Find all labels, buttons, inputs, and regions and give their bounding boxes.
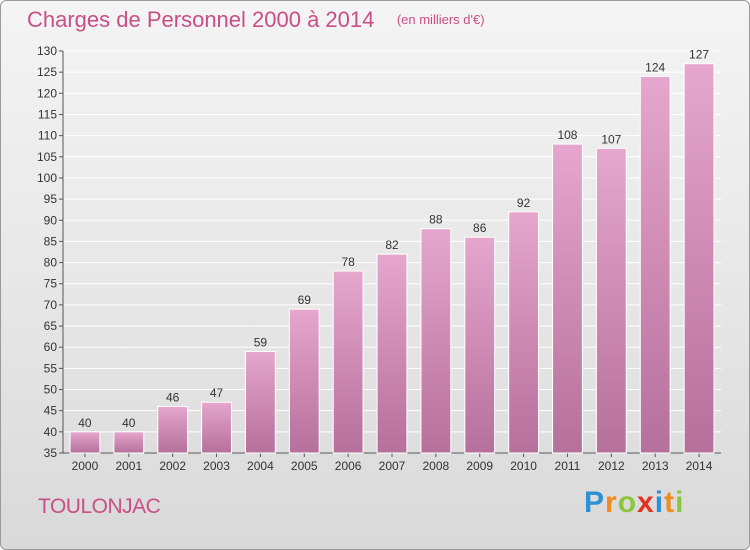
- data-label: 124: [645, 60, 665, 74]
- y-tick-label: 115: [38, 107, 57, 121]
- data-label: 82: [385, 238, 399, 252]
- x-tick-label: 2005: [291, 459, 318, 473]
- logo-letter: P: [584, 486, 606, 519]
- data-label: 88: [429, 213, 443, 227]
- y-tick-label: 110: [38, 129, 57, 143]
- y-tick-label: 55: [44, 361, 58, 375]
- y-tick-label: 95: [44, 192, 58, 206]
- data-label: 92: [517, 196, 531, 210]
- logo-letter: i: [675, 486, 685, 519]
- logo-letter: t: [664, 486, 676, 519]
- data-label: 59: [254, 335, 268, 349]
- y-tick-label: 85: [44, 234, 58, 248]
- bar: [288, 308, 320, 454]
- y-tick-label: 70: [44, 298, 58, 312]
- x-tick-label: 2008: [423, 459, 450, 473]
- y-tick-label: 35: [44, 446, 58, 460]
- chart-subtitle: (en milliers d'€): [396, 12, 485, 27]
- bar: [244, 350, 276, 454]
- bar: [69, 431, 101, 454]
- logo-letter: x: [637, 486, 655, 519]
- y-tick-label: 65: [44, 319, 58, 333]
- y-tick-label: 45: [44, 404, 58, 418]
- data-label: 46: [166, 390, 180, 404]
- data-label: 107: [601, 132, 621, 146]
- chart-title-line: Charges de Personnel 2000 à 2014 (en mil…: [27, 7, 485, 33]
- y-tick-label: 40: [44, 425, 58, 439]
- bar: [332, 270, 364, 454]
- x-tick-label: 2007: [379, 459, 406, 473]
- bar: [552, 143, 583, 454]
- data-label: 86: [473, 221, 487, 235]
- bar: [201, 401, 232, 454]
- x-tick-label: 2011: [555, 459, 581, 473]
- x-tick-label: 2006: [335, 459, 362, 473]
- x-tick-label: 2004: [247, 459, 274, 473]
- data-label: 69: [298, 293, 312, 307]
- bar: [683, 63, 715, 454]
- x-tick-label: 2013: [642, 459, 669, 473]
- x-tick-label: 2000: [72, 459, 99, 473]
- x-tick-label: 2002: [159, 459, 186, 473]
- y-tick-label: 120: [37, 86, 57, 100]
- y-tick-label: 125: [37, 65, 57, 79]
- x-tick-label: 2003: [203, 459, 230, 473]
- y-tick-label: 75: [44, 277, 58, 291]
- bars: [69, 63, 715, 454]
- place-name: TOULONJAC: [38, 495, 161, 518]
- data-label: 47: [210, 386, 224, 400]
- data-label: 127: [689, 48, 709, 62]
- bar: [420, 228, 452, 454]
- y-tick-label: 50: [44, 383, 58, 397]
- bar: [113, 431, 145, 454]
- data-label: 108: [557, 128, 577, 142]
- bar: [639, 75, 671, 454]
- x-tick-label: 2014: [686, 459, 713, 473]
- bar: [376, 253, 408, 454]
- y-tick-label: 80: [44, 256, 58, 270]
- y-tick-label: 60: [44, 340, 58, 354]
- x-tick-label: 2012: [598, 459, 625, 473]
- bar: [464, 236, 496, 454]
- labels: 35 40 45 50 55 60 65 70 75 80 85 90 95 100 105 110 115 12…: [37, 44, 713, 473]
- logo-letter: o: [617, 486, 638, 519]
- y-tick-label: 105: [37, 150, 57, 164]
- bar: [595, 147, 627, 454]
- y-tick-label: 100: [37, 171, 57, 185]
- chart-title: Charges de Personnel 2000 à 2014: [27, 7, 375, 32]
- x-tick-label: 2001: [115, 459, 142, 473]
- data-label: 78: [341, 255, 355, 269]
- bar: [157, 405, 189, 454]
- data-label: 40: [78, 416, 92, 430]
- bar: [508, 211, 540, 454]
- x-tick-label: 2010: [510, 459, 537, 473]
- x-tick-label: 2009: [466, 459, 493, 473]
- proxiti-logo: Proxiti: [584, 486, 684, 520]
- logo-letter: i: [654, 486, 665, 519]
- y-tick-label: 130: [37, 44, 57, 58]
- logo-letter: r: [605, 486, 618, 519]
- data-label: 40: [122, 416, 136, 430]
- y-tick-label: 90: [44, 213, 58, 227]
